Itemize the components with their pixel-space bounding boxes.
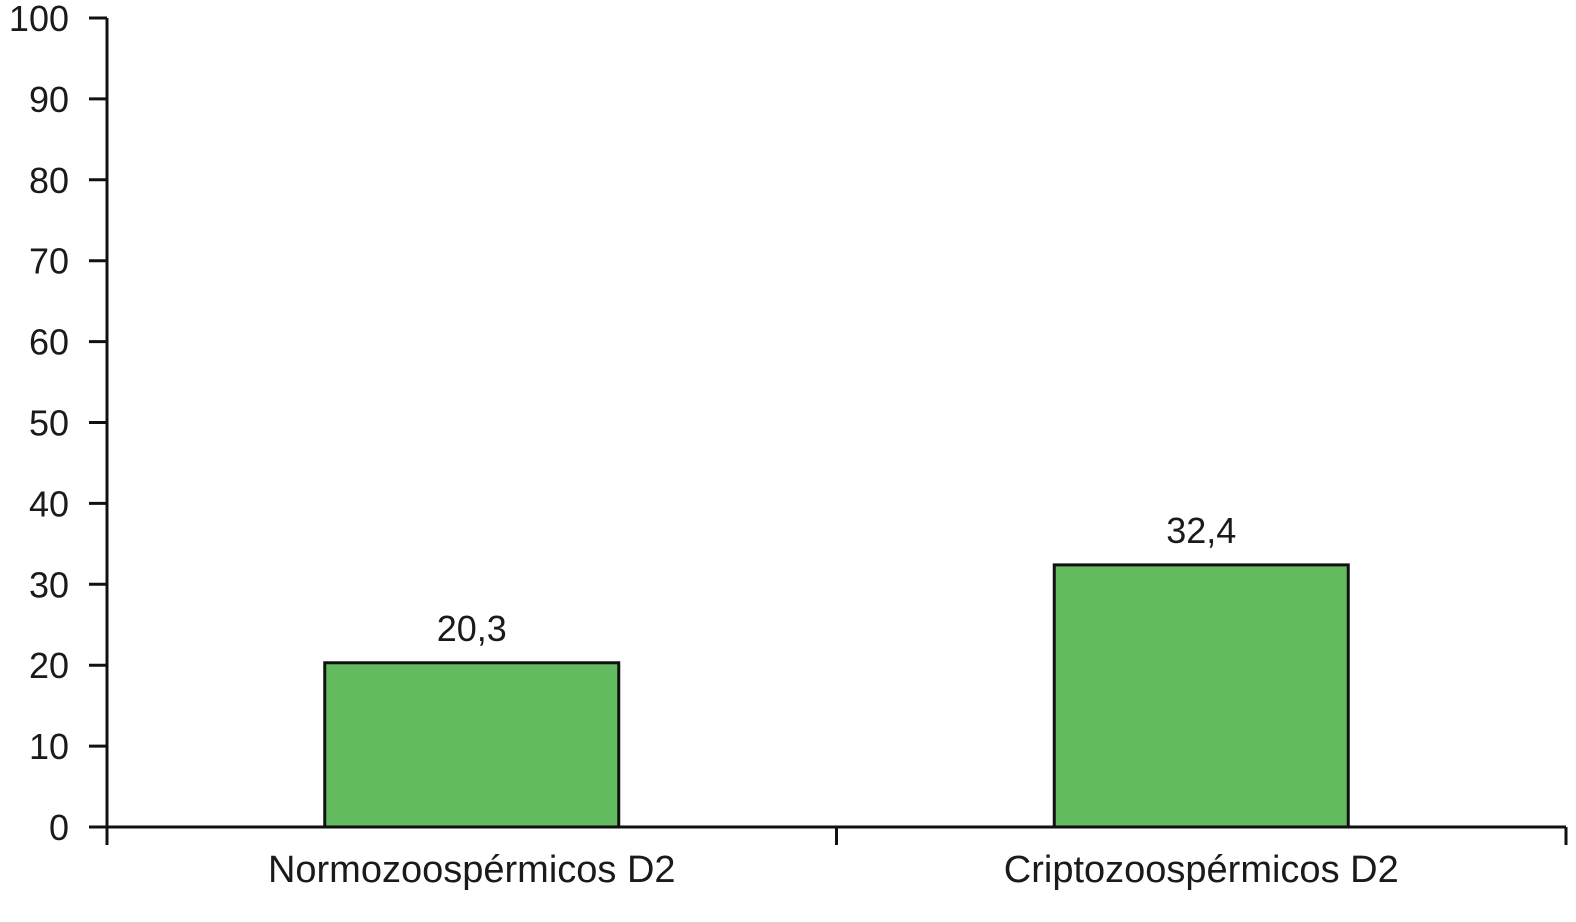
y-tick-label: 50 — [29, 403, 69, 444]
y-tick-label: 0 — [49, 807, 69, 848]
bar — [1052, 563, 1350, 829]
x-category-label: Criptozoospérmicos D2 — [1004, 849, 1399, 891]
bar-value-label: 20,3 — [437, 608, 507, 649]
x-category-label: Normozoospérmicos D2 — [268, 849, 676, 891]
y-tick-label: 10 — [29, 726, 69, 767]
x-axis: Normozoospérmicos D2 Criptozoospérmicos D… — [105, 825, 1568, 891]
bar — [323, 661, 621, 829]
y-tick-label: 70 — [29, 241, 69, 282]
bar-value-label: 32,4 — [1166, 510, 1236, 551]
y-tick-label: 60 — [29, 322, 69, 363]
y-tick-label: 40 — [29, 483, 69, 524]
y-axis: 0 10 20 30 40 50 60 70 80 90 100 — [9, 0, 109, 848]
data-labels: 20,3 32,4 — [437, 510, 1237, 649]
bars — [323, 563, 1350, 829]
y-tick-label: 20 — [29, 645, 69, 686]
y-tick-label: 90 — [29, 79, 69, 120]
y-tick-label: 30 — [29, 564, 69, 605]
y-tick-label: 80 — [29, 160, 69, 201]
y-tick-label: 100 — [9, 0, 69, 39]
